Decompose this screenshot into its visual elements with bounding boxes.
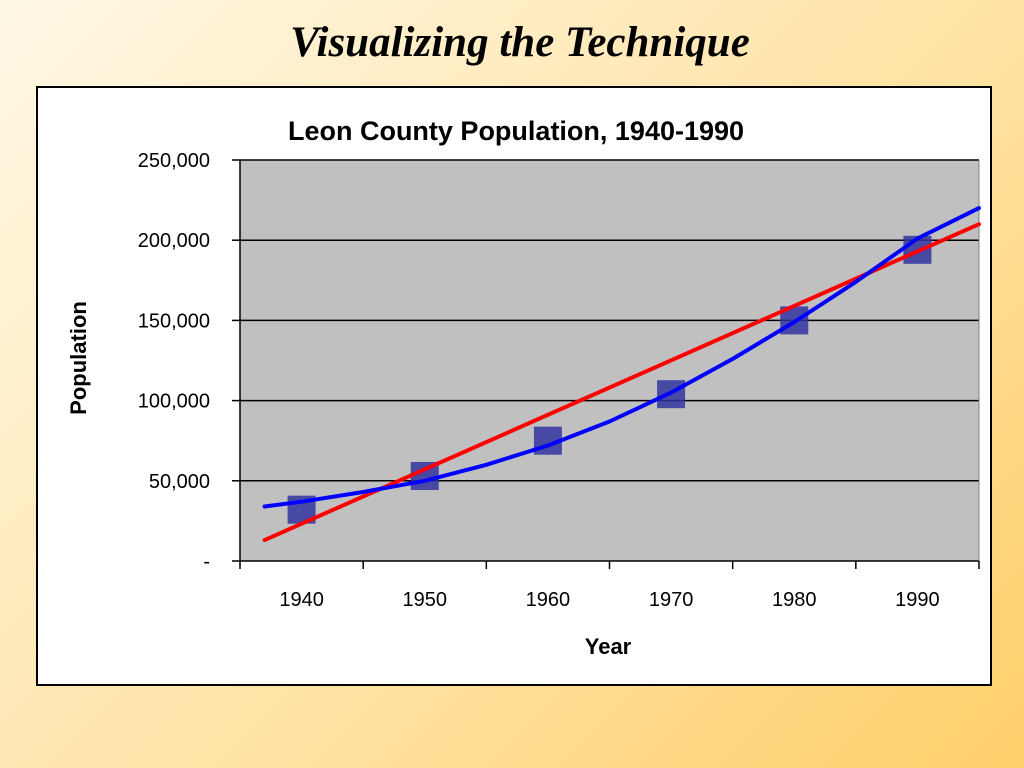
curve-fit-line — [262, 206, 981, 509]
x-tick-label-4: 1980 — [772, 589, 817, 611]
y-tick-label-4: 200,000 — [138, 230, 210, 252]
population-chart: Leon County Population, 1940-1990 - 50,00… — [66, 116, 981, 659]
x-tick-label-2: 1960 — [526, 589, 571, 611]
slide-title: Visualizing the Technique — [290, 19, 750, 66]
x-axis-ticks: 1940 1950 1960 1970 1980 1990 — [239, 561, 980, 611]
y-tick-label-5: 250,000 — [138, 150, 210, 172]
x-tick-label-0: 1940 — [279, 589, 324, 611]
plot-area — [240, 160, 979, 561]
x-tick-label-5: 1990 — [895, 589, 940, 611]
y-tick-label-2: 100,000 — [138, 391, 210, 413]
y-tick-label-1: 50,000 — [149, 471, 210, 493]
series-layer — [262, 206, 981, 543]
x-axis-title: Year — [585, 634, 632, 659]
y-tick-label-3: 150,000 — [138, 310, 210, 332]
y-tick-label-0: - — [203, 551, 210, 573]
y-axis-ticks: - 50,000 100,000 150,000 200,000 250,000 — [138, 150, 240, 573]
chart-container: Leon County Population, 1940-1990 - 50,00… — [36, 86, 992, 686]
x-tick-label-1: 1950 — [403, 589, 448, 611]
x-tick-label-3: 1970 — [649, 589, 694, 611]
gridlines — [240, 159, 979, 482]
y-axis-title: Population — [66, 301, 91, 415]
chart-title: Leon County Population, 1940-1990 — [288, 116, 744, 146]
